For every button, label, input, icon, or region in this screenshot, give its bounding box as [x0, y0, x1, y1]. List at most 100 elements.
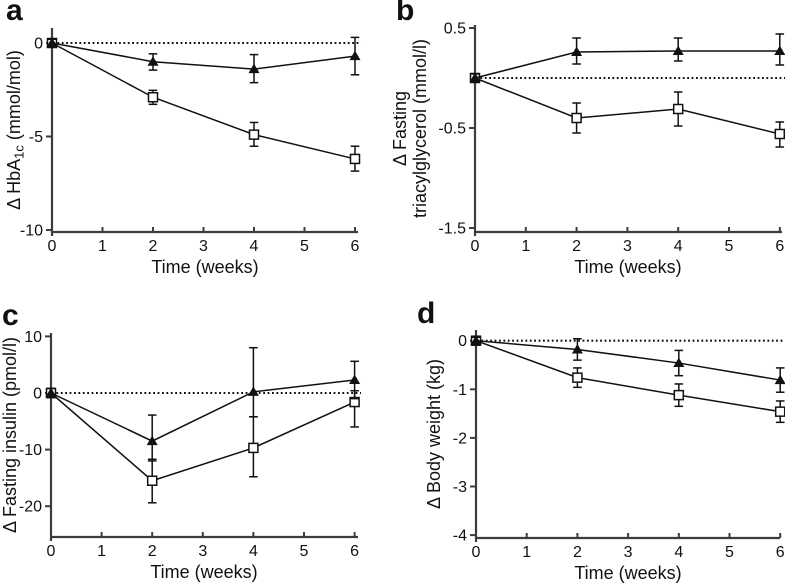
square-marker — [774, 406, 785, 417]
panel-c: c 10 0 -10 -20 0 1 2 3 4 5 6 Time (weeks) Δ Fasting … — [0, 290, 392, 587]
y-tick-label: -3 — [453, 479, 467, 496]
panel-a-chart: 0 -5 -10 0 1 2 3 4 5 6 Time (weeks) Δ HbA1c (mmol/m… — [4, 28, 361, 277]
square-marker — [672, 103, 684, 115]
y-tick-label: 0 — [34, 36, 43, 53]
y-axis-title: Δ HbA1c (mmol/mol) — [4, 50, 27, 210]
x-tick-label: 1 — [97, 543, 106, 560]
x-tick-label: 3 — [198, 543, 207, 560]
square-marker — [571, 112, 582, 124]
x-tick-label: 6 — [350, 543, 359, 560]
triangle-marker — [774, 374, 785, 385]
x-tick-label: 6 — [351, 238, 360, 255]
panel-a: a 0 -5 -10 0 1 2 3 4 5 6 Time (weeks) Δ HbA1c (mmol… — [0, 0, 392, 290]
triangle-marker — [571, 343, 583, 354]
square-marker — [248, 442, 259, 454]
open-square-group — [46, 37, 361, 172]
y-tick-label: -0.5 — [438, 121, 466, 138]
y-tick-label: 0.5 — [444, 21, 466, 38]
panel-a-letter: a — [6, 0, 23, 27]
y-tick-label: -2 — [453, 430, 467, 447]
y-tick-label: -10 — [19, 442, 42, 459]
panel-d: d 0 -1 -2 -3 -4 0 1 2 3 4 5 6 Time (weeks) Δ Body wei… — [393, 290, 785, 587]
square-marker — [349, 153, 361, 165]
x-axis-title: Time (weeks) — [574, 563, 681, 583]
x-tick-label: 6 — [775, 238, 784, 255]
y-tick-label: -1.5 — [438, 221, 466, 238]
x-axis-title: Time (weeks) — [151, 257, 258, 277]
x-tick-label: 5 — [300, 543, 309, 560]
x-tick-label: 2 — [572, 238, 581, 255]
open-square-group-line — [51, 42, 356, 160]
x-tick-label: 3 — [624, 544, 633, 561]
x-tick-label: 3 — [623, 238, 632, 255]
open-square-group — [470, 335, 785, 424]
y-axis-title: Δ Fasting — [393, 91, 410, 166]
x-tick-label: 3 — [199, 238, 208, 255]
y-tick-label: 10 — [24, 329, 42, 346]
y-axis-title: Δ Fasting insulin (pmol/l) — [0, 337, 20, 533]
triangle-marker — [672, 45, 684, 55]
square-marker — [147, 91, 159, 103]
x-tick-label: 2 — [573, 544, 582, 561]
x-tick-label: 5 — [300, 238, 309, 255]
square-marker — [774, 128, 785, 140]
triangle-marker — [673, 357, 685, 368]
panel-c-chart: 10 0 -10 -20 0 1 2 3 4 5 6 Time (weeks) Δ Fasting in… — [0, 329, 361, 582]
x-tick-label: 5 — [725, 544, 734, 561]
filled-triangle-group — [46, 36, 361, 84]
x-tick-label: 5 — [725, 238, 734, 255]
y-tick-label: 0 — [458, 333, 467, 350]
triangle-marker — [571, 46, 583, 56]
triangle-marker — [774, 45, 785, 55]
axes: 0 -1 -2 -3 -4 0 1 2 3 4 5 6 — [453, 330, 785, 561]
filled-triangle-group — [470, 335, 785, 393]
panel-b-chart: 0.5 -0.5 -1.5 0 1 2 3 4 5 6 Time (weeks) Δ Fastingt… — [393, 21, 785, 277]
triangle-marker — [349, 50, 361, 61]
filled-triangle-group-line — [51, 42, 356, 70]
panel-b-letter: b — [396, 0, 415, 27]
open-square-group — [469, 72, 785, 148]
open-square-group-line — [50, 392, 355, 482]
x-tick-label: 1 — [98, 238, 107, 255]
x-axis-title: Time (weeks) — [574, 257, 681, 277]
axes: 10 0 -10 -20 0 1 2 3 4 5 6 — [19, 329, 359, 560]
triangle-marker — [470, 335, 482, 345]
x-tick-label: 0 — [48, 238, 57, 255]
x-tick-label: 4 — [249, 543, 258, 560]
triangle-marker — [45, 387, 57, 397]
triangle-marker — [46, 37, 58, 47]
triangle-marker — [248, 63, 260, 74]
y-tick-label: -1 — [453, 382, 467, 399]
y-tick-label: -4 — [453, 528, 467, 545]
triangle-marker — [247, 386, 259, 396]
panel-d-chart: 0 -1 -2 -3 -4 0 1 2 3 4 5 6 Time (weeks) Δ Body weigh… — [424, 330, 785, 583]
y-tick-label: 0 — [33, 386, 42, 403]
triangle-marker — [146, 435, 158, 446]
y-axis-title: triacylglycerol (mmol/l) — [410, 39, 430, 218]
x-tick-label: 2 — [149, 238, 158, 255]
filled-triangle-group-line — [474, 50, 780, 79]
x-tick-label: 0 — [471, 238, 480, 255]
x-tick-label: 6 — [776, 544, 785, 561]
open-square-group-line — [474, 77, 780, 135]
x-tick-label: 4 — [674, 544, 683, 561]
y-tick-label: -5 — [29, 129, 43, 146]
square-marker — [673, 389, 685, 401]
x-tick-label: 2 — [148, 543, 157, 560]
axes: 0.5 -0.5 -1.5 0 1 2 3 4 5 6 — [438, 21, 784, 256]
x-tick-label: 4 — [674, 238, 683, 255]
open-square-group-line — [475, 339, 781, 413]
square-marker — [146, 475, 158, 486]
y-tick-label: -10 — [20, 223, 43, 240]
triangle-marker — [469, 72, 481, 82]
panel-d-letter: d — [417, 297, 436, 330]
square-marker — [248, 129, 260, 140]
triangle-marker — [349, 374, 361, 384]
x-tick-label: 0 — [47, 543, 56, 560]
open-square-group — [45, 387, 360, 504]
y-tick-label: -20 — [19, 499, 42, 516]
filled-triangle-group — [469, 33, 785, 83]
x-tick-label: 1 — [521, 238, 530, 255]
panel-b: b 0.5 -0.5 -1.5 0 1 2 3 4 5 6 Time (weeks) Δ Fastin… — [393, 0, 785, 290]
